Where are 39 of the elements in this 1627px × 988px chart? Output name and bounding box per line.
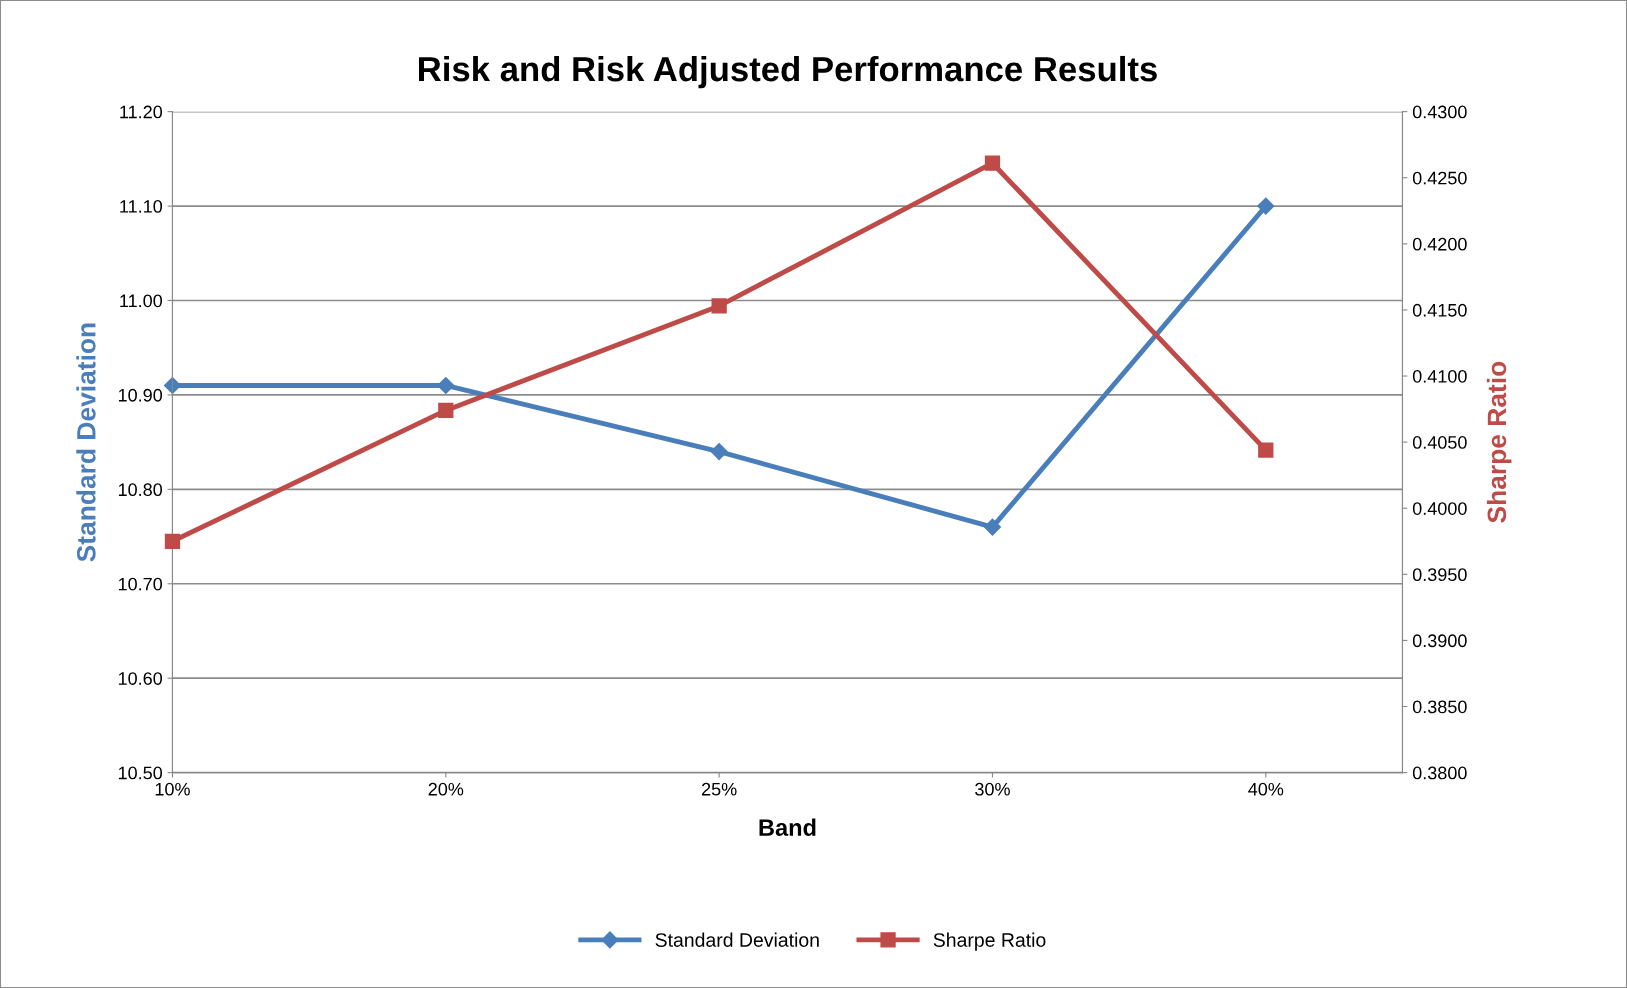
- point: [164, 533, 181, 549]
- y2-tick-label: 0.3950: [1412, 568, 1467, 582]
- y-tick-label: 10.70: [118, 577, 163, 591]
- point: [438, 402, 454, 419]
- point: [1258, 442, 1274, 458]
- y-tick-label: 11.10: [120, 200, 163, 213]
- legend-label: Sharpe Ratio: [933, 932, 1046, 951]
- y2-tick-label: 0.4050: [1412, 436, 1467, 449]
- point: [1257, 197, 1275, 215]
- y2-tick-label: 0.4150: [1412, 303, 1467, 317]
- y-tick-label: 10.90: [118, 388, 163, 402]
- x-tick-label: 20%: [428, 782, 464, 796]
- y-tick-label: 10.80: [118, 483, 163, 497]
- point: [711, 298, 727, 314]
- legend-label: Standard Deviation: [655, 932, 819, 947]
- y2-tick-label: 0.4100: [1412, 369, 1467, 383]
- point: [710, 443, 728, 461]
- y-tick-label: 10.50: [118, 766, 163, 780]
- y2-tick-label: 0.4000: [1412, 502, 1467, 515]
- y2-tick-label: 0.3800: [1412, 766, 1467, 780]
- point: [983, 518, 1002, 536]
- x-axis-title: Band: [759, 818, 816, 836]
- y2-tick-label: 0.4200: [1412, 237, 1467, 251]
- y2-tick-label: 0.3900: [1412, 634, 1467, 648]
- y-axis-title: Standard Deviation: [76, 323, 96, 562]
- y-tick-label: 10.60: [118, 672, 163, 685]
- y2-tick-label: 0.3850: [1412, 700, 1467, 714]
- y-tick-label: 11.20: [120, 105, 163, 119]
- y-tick-label: 11.00: [120, 294, 163, 308]
- y2-tick-label: 0.4250: [1412, 171, 1467, 185]
- point: [984, 155, 1001, 171]
- x-tick-label: 40%: [1248, 782, 1284, 796]
- point: [437, 376, 455, 395]
- x-tick-label: 10%: [155, 782, 190, 796]
- x-tick-label: 30%: [975, 782, 1010, 796]
- y2-tick-label: 0.4300: [1412, 105, 1467, 119]
- y2-axis-title: Sharpe Ratio: [1486, 361, 1512, 523]
- chart-title: Risk and Risk Adjusted Performance Results: [419, 55, 1157, 89]
- x-tick-label: 25%: [701, 782, 737, 796]
